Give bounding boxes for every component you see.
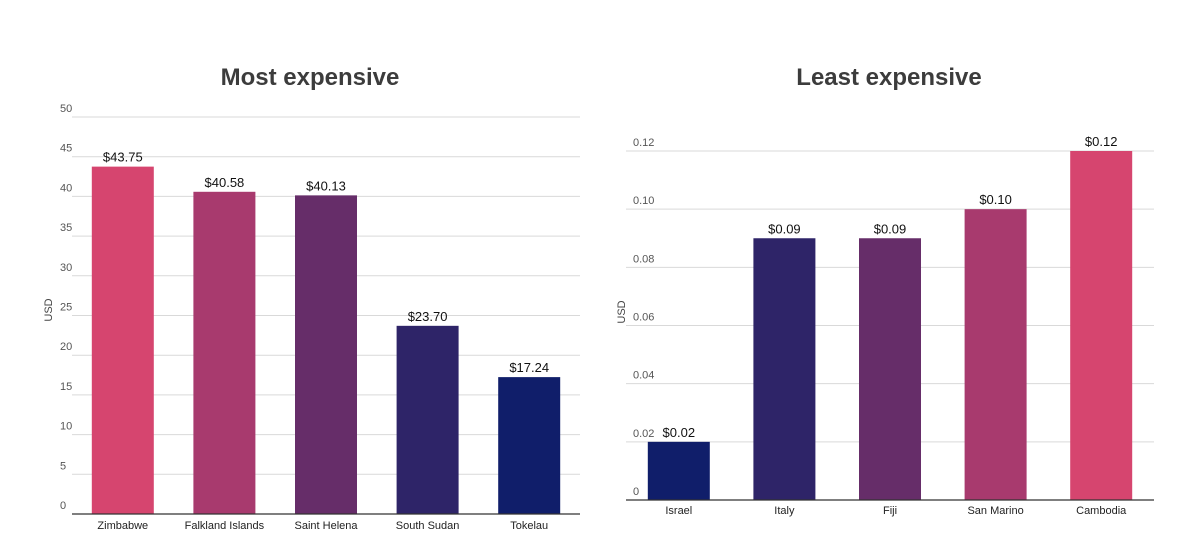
y-tick-label: 0.02 — [633, 428, 654, 440]
y-tick-label: 15 — [60, 381, 72, 393]
data-label: $0.09 — [874, 221, 907, 236]
data-label: $17.24 — [509, 360, 549, 375]
y-tick-label: 45 — [60, 143, 72, 155]
bar — [295, 195, 357, 514]
x-tick-label: Falkland Islands — [185, 520, 265, 532]
bar — [859, 238, 921, 500]
data-label: $40.13 — [306, 178, 346, 193]
x-tick-label: Tokelau — [510, 520, 548, 532]
y-tick-label: 0.06 — [633, 312, 654, 324]
x-tick-label: Fiji — [883, 505, 897, 517]
y-tick-label: 0.12 — [633, 137, 654, 149]
data-label: $40.58 — [205, 175, 245, 190]
bar — [396, 325, 459, 514]
bar — [753, 238, 816, 500]
y-tick-label: 30 — [60, 262, 72, 274]
bar — [91, 166, 154, 514]
y-tick-label: 0.04 — [633, 370, 654, 382]
y-tick-label: 25 — [60, 302, 72, 314]
x-tick-label: Zimbabwe — [97, 520, 148, 532]
chart-title: Most expensive — [221, 64, 400, 91]
y-axis-label: USD — [43, 298, 55, 321]
chart-most-expensive: Most expensive USD 0 5 10 15 20 25 30 35 40 45 50 $… — [43, 64, 580, 532]
x-tick-label: South Sudan — [396, 520, 460, 532]
y-tick-label: 5 — [60, 460, 66, 472]
chart-title: Least expensive — [796, 64, 981, 91]
x-tick-label: Cambodia — [1076, 505, 1127, 517]
data-label: $0.10 — [979, 192, 1012, 207]
data-label: $43.75 — [103, 150, 143, 165]
y-axis-label: USD — [616, 300, 628, 323]
data-label: $0.12 — [1085, 134, 1118, 149]
data-label: $0.09 — [768, 221, 801, 236]
y-tick-label: 20 — [60, 341, 72, 353]
y-tick-label: 35 — [60, 222, 72, 234]
x-tick-label: Israel — [665, 505, 692, 517]
x-tick-label: Italy — [774, 505, 795, 517]
x-tick-label: Saint Helena — [295, 520, 359, 532]
y-tick-label: 0 — [633, 486, 639, 498]
chart-least-expensive: Least expensive USD 0 0.02 0.04 0.06 0.08 0.1… — [616, 64, 1154, 517]
x-tick-label: San Marino — [967, 505, 1023, 517]
y-tick-label: 40 — [60, 182, 72, 194]
y-tick-label: 10 — [60, 421, 72, 433]
data-label: $0.02 — [663, 425, 696, 440]
data-label: $23.70 — [408, 309, 448, 324]
y-tick-label: 0.08 — [633, 253, 654, 265]
y-tick-label: 0 — [60, 500, 66, 512]
bar — [193, 191, 256, 514]
bar — [964, 209, 1027, 500]
bar — [498, 377, 561, 514]
y-tick-label: 50 — [60, 103, 72, 115]
bar — [1070, 151, 1133, 500]
y-tick-label: 0.10 — [633, 195, 654, 207]
bar — [647, 441, 710, 500]
